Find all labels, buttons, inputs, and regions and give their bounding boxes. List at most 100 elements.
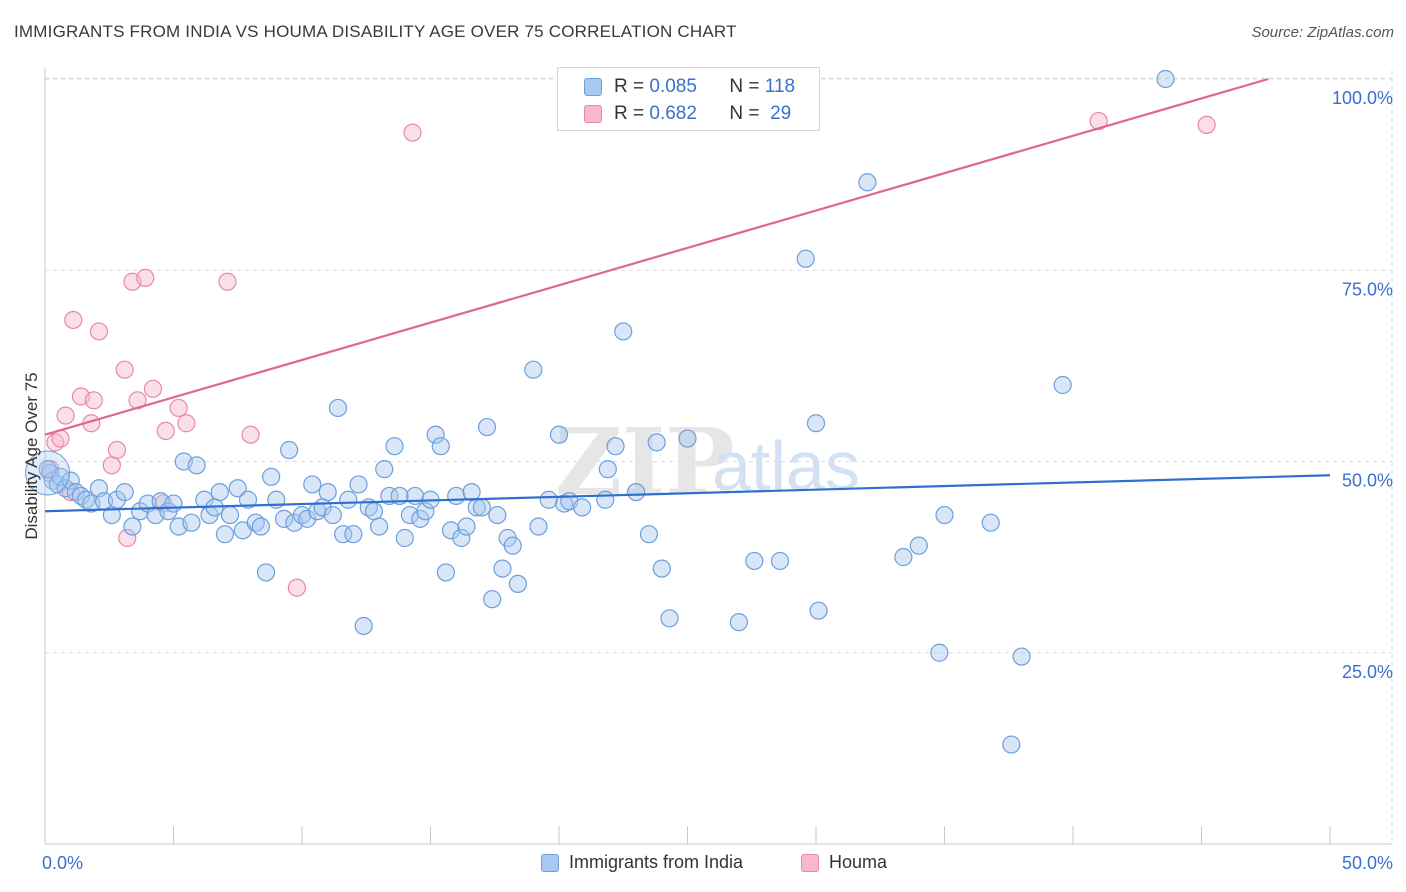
source-label: Source: ZipAtlas.com bbox=[1251, 24, 1394, 41]
india-point bbox=[457, 517, 476, 536]
india-point bbox=[380, 486, 399, 506]
india-point bbox=[395, 528, 414, 548]
legend-r-value-houma: 0.682 bbox=[649, 103, 697, 124]
houma-point bbox=[115, 360, 134, 379]
india-point bbox=[598, 460, 617, 479]
india-point bbox=[678, 429, 697, 448]
houma-point bbox=[143, 379, 163, 398]
houma-points bbox=[41, 111, 1216, 597]
india-point bbox=[858, 173, 877, 192]
houma-point bbox=[118, 528, 137, 548]
india-point bbox=[770, 551, 790, 571]
india-point bbox=[930, 643, 949, 662]
india-point bbox=[123, 517, 142, 536]
x-tick-label-max: 50.0% bbox=[1342, 853, 1393, 873]
india-point bbox=[652, 559, 671, 578]
correlation-legend: R = 0.085 N = 118 R = 0.682 N = 29 bbox=[557, 67, 820, 131]
india-point bbox=[596, 490, 615, 509]
india-point bbox=[228, 479, 247, 498]
bottom-legend-houma: Houma bbox=[801, 852, 887, 873]
legend-swatch-india bbox=[584, 78, 602, 96]
india-points bbox=[25, 69, 1175, 754]
india-point bbox=[447, 486, 466, 506]
india-point bbox=[323, 505, 342, 525]
houma-point bbox=[169, 398, 188, 418]
india-point bbox=[488, 505, 507, 525]
india-point bbox=[639, 525, 659, 544]
india-point bbox=[508, 574, 527, 594]
india-point bbox=[339, 490, 358, 509]
legend-n-label: N = bbox=[729, 76, 760, 97]
houma-point bbox=[241, 425, 260, 444]
grid-layer bbox=[45, 70, 1393, 844]
india-point bbox=[328, 398, 348, 418]
houma-point bbox=[1197, 115, 1216, 135]
x-tick-label-min: 0.0% bbox=[42, 853, 83, 873]
legend-row-india: R = 0.085 N = 118 bbox=[584, 75, 795, 99]
india-point bbox=[303, 475, 322, 494]
houma-point bbox=[102, 456, 121, 475]
india-point bbox=[796, 249, 815, 268]
india-point bbox=[400, 505, 420, 525]
india-point bbox=[318, 483, 337, 502]
india-point bbox=[806, 414, 826, 433]
legend-n-label: N = bbox=[729, 103, 760, 124]
india-point bbox=[436, 563, 456, 582]
y-tick-label: 75.0% bbox=[1342, 279, 1393, 299]
india-point bbox=[729, 613, 749, 632]
legend-r-label: R = bbox=[614, 76, 645, 97]
bottom-legend-swatch-india bbox=[541, 853, 559, 872]
india-point bbox=[256, 563, 276, 582]
india-point bbox=[385, 437, 404, 456]
axis-labels: 25.0% 50.0% 75.0% 100.0% 0.0% 50.0% Disability… bbox=[22, 88, 1393, 873]
india-point bbox=[909, 536, 928, 555]
houma-point bbox=[218, 272, 237, 291]
india-point bbox=[1053, 375, 1072, 395]
india-point bbox=[364, 502, 384, 521]
legend-n-value-houma: 29 bbox=[770, 103, 792, 124]
india-point bbox=[375, 460, 394, 479]
india-point bbox=[483, 590, 502, 609]
india-point bbox=[370, 517, 389, 536]
india-point bbox=[1002, 735, 1021, 754]
india-point bbox=[182, 513, 201, 532]
india-point bbox=[809, 601, 828, 620]
houma-point bbox=[89, 322, 109, 341]
india-point bbox=[431, 437, 450, 456]
legend-r-value-india: 0.085 bbox=[649, 76, 697, 97]
india-trend-line bbox=[44, 474, 1331, 513]
india-point bbox=[529, 517, 548, 536]
india-point bbox=[115, 483, 134, 502]
india-point bbox=[38, 460, 57, 479]
india-point bbox=[626, 483, 646, 502]
india-point bbox=[1012, 647, 1031, 666]
houma-point bbox=[84, 391, 103, 410]
india-point bbox=[614, 322, 633, 341]
india-point bbox=[280, 440, 299, 460]
india-point bbox=[354, 616, 373, 636]
houma-point bbox=[107, 440, 127, 460]
india-point bbox=[647, 433, 666, 452]
y-tick-label: 100.0% bbox=[1332, 88, 1393, 108]
india-point bbox=[416, 502, 435, 521]
india-point bbox=[539, 490, 558, 509]
india-point bbox=[452, 528, 471, 548]
legend-row-houma: R = 0.682 N = 29 bbox=[584, 102, 791, 126]
watermark-zip: ZIP bbox=[555, 408, 734, 516]
india-point bbox=[251, 517, 270, 536]
y-axis-label: Disability Age Over 75 bbox=[22, 372, 41, 539]
india-point-cluster bbox=[25, 450, 71, 496]
india-point bbox=[606, 437, 625, 456]
india-point bbox=[503, 536, 522, 555]
india-point bbox=[935, 505, 954, 525]
india-point bbox=[187, 456, 206, 475]
india-point bbox=[164, 494, 183, 513]
india-point bbox=[524, 360, 543, 379]
india-point bbox=[660, 609, 679, 628]
india-point bbox=[274, 509, 294, 528]
india-point bbox=[344, 525, 363, 544]
legend-r-label: R = bbox=[614, 103, 645, 124]
houma-point bbox=[177, 414, 196, 433]
houma-point bbox=[403, 123, 422, 142]
